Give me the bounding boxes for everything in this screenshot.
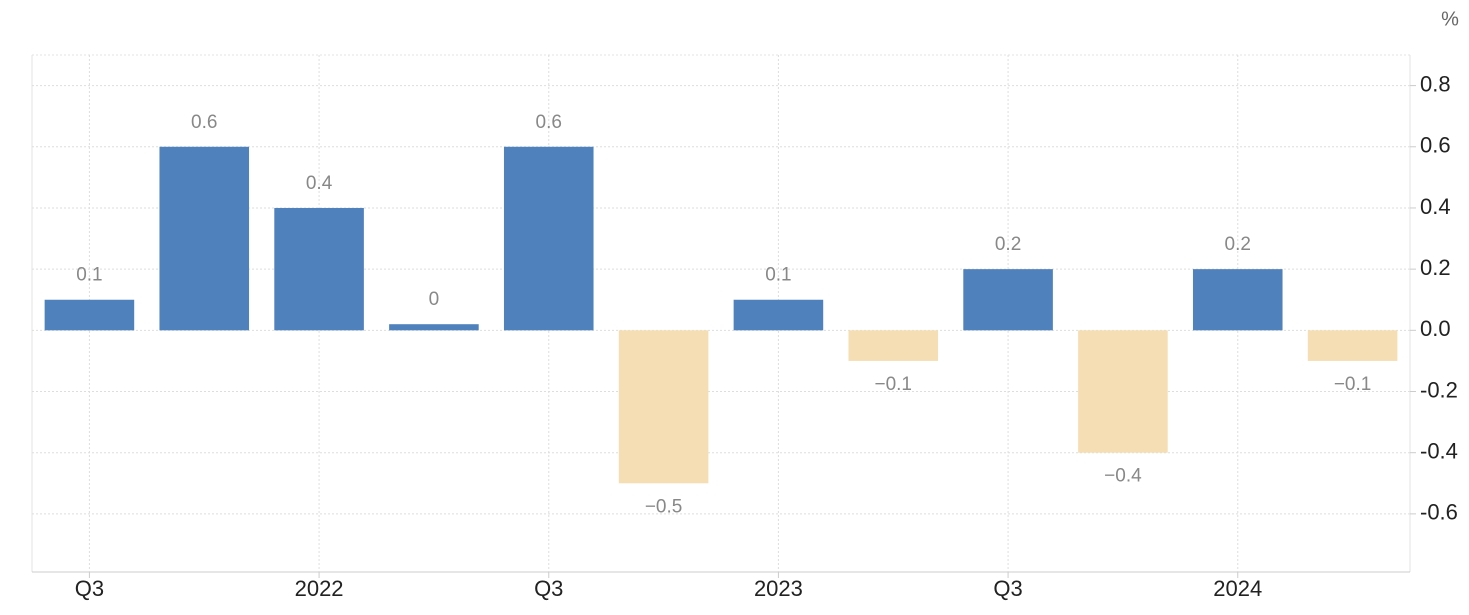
- bar: [963, 269, 1053, 331]
- data-label: −0.1: [1334, 374, 1372, 395]
- bar: [274, 207, 364, 331]
- x-tick-label: 2023: [754, 576, 803, 601]
- bar: [389, 324, 479, 331]
- bar: [848, 330, 939, 361]
- y-tick-label: 0.8: [1420, 71, 1451, 96]
- y-tick-label: 0.6: [1420, 133, 1451, 158]
- data-label: 0.1: [76, 265, 102, 286]
- data-label: −0.4: [1104, 466, 1142, 487]
- bar: [618, 330, 709, 484]
- x-tick-label: Q3: [993, 576, 1022, 601]
- bar: [503, 146, 594, 331]
- y-tick-label: -0.2: [1420, 377, 1458, 402]
- bar: [733, 299, 824, 331]
- unit-label: %: [1441, 8, 1459, 30]
- x-tick-label: Q3: [534, 576, 563, 601]
- data-label: −0.5: [645, 496, 683, 517]
- bar: [1307, 330, 1398, 361]
- x-tick-label: Q3: [75, 576, 104, 601]
- x-tick-label: 2024: [1213, 576, 1262, 601]
- y-tick-label: 0.4: [1420, 194, 1451, 219]
- data-label: 0.2: [1225, 234, 1251, 255]
- y-tick-label: -0.6: [1420, 500, 1458, 525]
- data-label: 0: [429, 289, 440, 310]
- bar: [1078, 330, 1168, 453]
- x-tick-label: 2022: [295, 576, 344, 601]
- data-label: 0.6: [191, 112, 217, 133]
- data-label: −0.1: [874, 374, 912, 395]
- y-tick-label: 0.2: [1420, 255, 1451, 280]
- bar: [1192, 269, 1283, 331]
- bar: [159, 146, 250, 331]
- data-label: 0.6: [536, 112, 562, 133]
- data-label: 0.1: [765, 265, 791, 286]
- y-tick-label: -0.4: [1420, 439, 1458, 464]
- data-label: 0.4: [306, 173, 333, 194]
- data-label: 0.2: [995, 234, 1021, 255]
- bar: [44, 299, 135, 331]
- y-tick-label: 0.0: [1420, 316, 1451, 341]
